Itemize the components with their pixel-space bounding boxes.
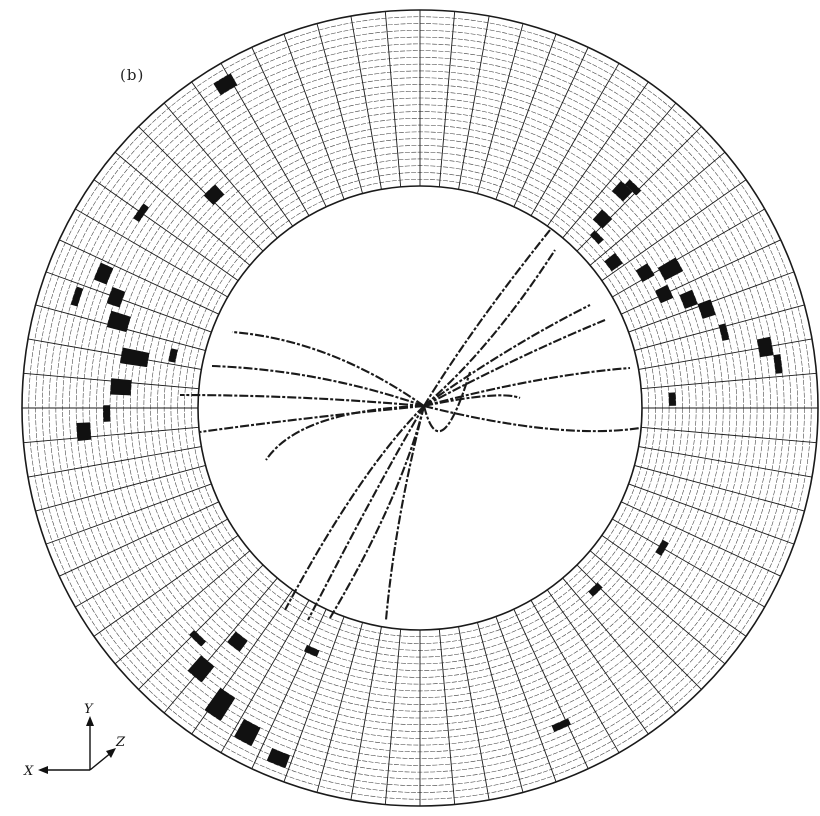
particle-track [424,305,590,406]
axes-indicator: Y X Z [23,702,126,779]
sector-divider [577,565,701,689]
particle-track [308,406,424,620]
sector-divider [496,617,556,782]
hit-cell [107,287,126,308]
sector-divider [634,465,804,511]
sector-divider [621,502,781,576]
sector-divider [514,47,588,207]
hit-cell [636,263,655,282]
hit-cell [655,540,668,556]
calorimeter-grid [22,10,818,806]
inner-boundary [198,186,642,630]
particle-track [180,395,424,406]
y-axis-arrowhead [86,716,94,726]
hit-cell [188,655,215,682]
sector-divider [459,627,490,800]
hit-cell [205,688,236,721]
hit-cell [189,630,206,647]
hit-cell [552,718,571,732]
sector-divider [252,609,326,769]
y-axis-label: Y [84,702,94,717]
hit-cell [71,286,83,306]
z-axis-label: Z [115,735,126,750]
panel-label: (b) [120,66,144,84]
hit-cell [94,263,113,285]
sector-divider [252,47,326,207]
sector-divider [317,622,363,792]
x-axis-label: X [23,764,34,779]
sector-divider [28,447,201,478]
sector-divider [139,127,263,251]
hit-cell [76,422,91,441]
sector-divider [59,502,219,576]
sector-divider [36,465,206,511]
x-axis-arrowhead [38,766,48,774]
hit-cell [110,378,131,395]
hit-cell [267,748,290,768]
sector-divider [351,16,382,189]
particle-track [424,368,630,406]
hit-cell [213,73,237,95]
sector-divider [459,16,490,189]
hit-cell [304,645,319,657]
hit-cell [168,348,177,362]
hit-cell [773,354,782,374]
sector-divider [514,609,588,769]
particle-track [424,230,550,406]
sector-divider [59,240,219,314]
sector-divider [639,339,812,370]
hit-cell [120,348,149,368]
particle-track [285,406,424,610]
sector-divider [639,447,812,478]
hit-cell [133,203,149,221]
particle-track [200,406,424,432]
hit-cell [669,392,676,405]
particle-track [424,250,555,406]
hit-cell [679,290,697,309]
sector-divider [317,24,363,194]
hit-cell [103,405,110,422]
sector-divider [351,627,382,800]
particle-tracks [180,230,640,620]
sector-divider [284,617,344,782]
sector-divider [477,622,523,792]
particle-track [330,406,424,618]
sector-divider [477,24,523,194]
hit-cell [698,299,716,318]
hit-cell [655,285,673,304]
